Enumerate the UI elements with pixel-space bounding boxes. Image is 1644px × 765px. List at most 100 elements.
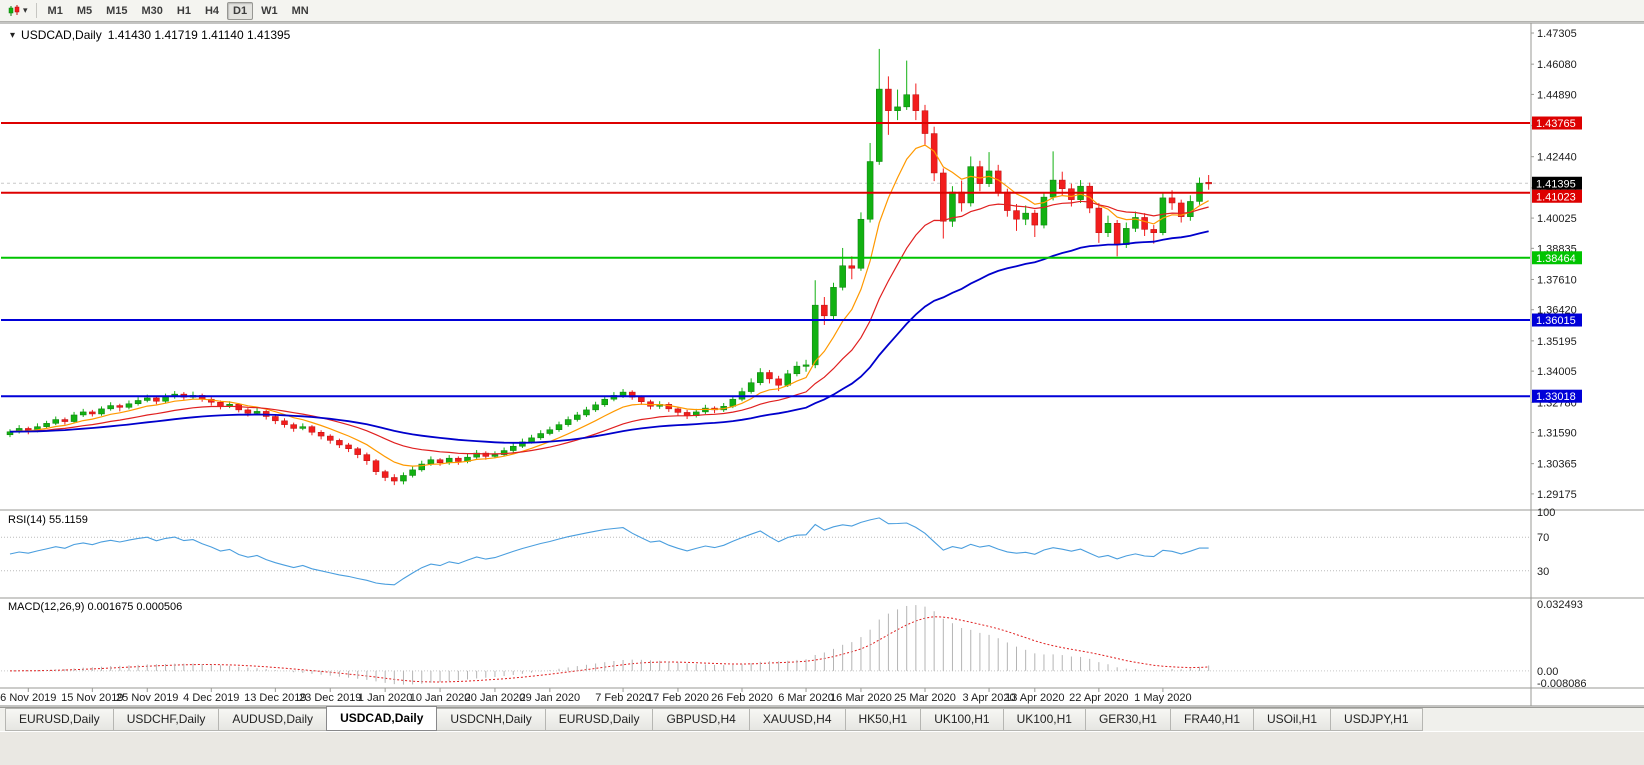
svg-text:1.30365: 1.30365 (1537, 459, 1577, 471)
svg-text:1.33018: 1.33018 (1536, 391, 1576, 403)
svg-text:0.032493: 0.032493 (1537, 599, 1583, 611)
ma-20-line (9, 200, 1209, 455)
timeframe-button-H1[interactable]: H1 (176, 4, 191, 17)
candlestick-series (6, 48, 1212, 486)
svg-text:100: 100 (1537, 507, 1555, 519)
rsi-pane: 100 70 30 (1, 507, 1555, 586)
chart-tab-UK100-H1[interactable]: UK100,H1 (920, 708, 1004, 731)
bottom-filler (0, 732, 1644, 765)
svg-text:17 Feb 2020: 17 Feb 2020 (647, 692, 709, 704)
svg-text:70: 70 (1537, 532, 1549, 544)
svg-text:15 Nov 2019: 15 Nov 2019 (61, 692, 123, 704)
chart-tab-USDCAD-Daily[interactable]: USDCAD,Daily (326, 706, 438, 731)
svg-text:1.47305: 1.47305 (1537, 28, 1577, 40)
chart-ohlc-values: 1.41430 1.41719 1.41140 1.41395 (107, 28, 291, 42)
ma-8-line (9, 144, 1209, 467)
chart-tab-EURUSD-Daily[interactable]: EURUSD,Daily (544, 708, 654, 731)
price-tag (1532, 189, 1582, 203)
svg-text:1.36015: 1.36015 (1536, 315, 1576, 327)
timeframe-button-W1[interactable]: W1 (261, 4, 278, 17)
svg-text:1.35195: 1.35195 (1537, 336, 1577, 348)
timeframe-button-MN[interactable]: MN (291, 4, 309, 17)
svg-text:1.31590: 1.31590 (1537, 428, 1577, 440)
svg-text:13 Apr 2020: 13 Apr 2020 (1005, 692, 1064, 704)
svg-text:6 Mar 2020: 6 Mar 2020 (778, 692, 834, 704)
chevron-down-icon: ▾ (23, 5, 28, 15)
macd-label: MACD(12,26,9) 0.001675 0.000506 (8, 601, 183, 613)
price-tag (1532, 176, 1582, 190)
svg-text:3 Apr 2020: 3 Apr 2020 (962, 692, 1015, 704)
timeframe-button-M1[interactable]: M1 (47, 4, 63, 17)
svg-text:6 Nov 2019: 6 Nov 2019 (0, 692, 56, 704)
chart-type-button[interactable]: ▾ (4, 3, 31, 19)
svg-text:25 Mar 2020: 25 Mar 2020 (894, 692, 956, 704)
svg-text:10 Jan 2020: 10 Jan 2020 (410, 692, 471, 704)
timeframe-button-M5[interactable]: M5 (76, 4, 93, 17)
svg-text:1.41395: 1.41395 (1536, 178, 1576, 190)
chart-tabs: EURUSD,Daily USDCHF,Daily AUDUSD,Daily USDC… (5, 706, 1423, 731)
chart-tab-USDCNH-Daily[interactable]: USDCNH,Daily (436, 708, 546, 731)
chart-tab-UK100-H1[interactable]: UK100,H1 (1002, 708, 1086, 731)
chart-tab-USDCHF-Daily[interactable]: USDCHF,Daily (112, 708, 220, 731)
timeframe-buttons-group: M1 M5 M15 M30 H1 H4 D1 W1 MN (42, 1, 315, 20)
timeframe-button-M15[interactable]: M15 (106, 4, 128, 17)
macd-signal-line (9, 616, 1209, 683)
price-tag (1532, 116, 1582, 130)
chart-tab-USOil-H1[interactable]: USOil,H1 (1253, 708, 1332, 731)
chart-tab-HK50-H1[interactable]: HK50,H1 (844, 708, 922, 731)
rsi-label: RSI(14) 55.1159 (8, 514, 88, 526)
svg-text:1 Jan 2020: 1 Jan 2020 (358, 692, 412, 704)
chart-menu-icon[interactable]: ▾ (10, 29, 16, 41)
svg-text:25 Nov 2019: 25 Nov 2019 (116, 692, 178, 704)
svg-text:4 Dec 2019: 4 Dec 2019 (183, 692, 239, 704)
svg-text:20 Jan 2020: 20 Jan 2020 (465, 692, 526, 704)
chart-tab-AUDUSD-Daily[interactable]: AUDUSD,Daily (218, 708, 328, 731)
price-tag (1532, 313, 1582, 327)
timeframe-button-M30[interactable]: M30 (141, 4, 163, 17)
svg-text:1 May 2020: 1 May 2020 (1134, 692, 1191, 704)
chart-tabs-bar: EURUSD,Daily USDCHF,Daily AUDUSD,Daily USDC… (0, 706, 1644, 731)
rsi-line (9, 517, 1209, 586)
svg-text:1.46080: 1.46080 (1537, 59, 1577, 71)
chart-tab-XAUUSD-H4[interactable]: XAUUSD,H4 (748, 708, 846, 731)
chart-tab-FRA40-H1[interactable]: FRA40,H1 (1169, 708, 1255, 731)
svg-text:-0.008086: -0.008086 (1537, 678, 1587, 690)
svg-text:7 Feb 2020: 7 Feb 2020 (595, 692, 651, 704)
pane-separators (0, 22, 1644, 707)
svg-text:1.43765: 1.43765 (1536, 118, 1576, 130)
svg-text:22 Apr 2020: 22 Apr 2020 (1069, 692, 1128, 704)
svg-text:1.41023: 1.41023 (1536, 191, 1576, 203)
svg-text:30: 30 (1537, 566, 1549, 578)
macd-histogram (18, 605, 1210, 685)
macd-pane: 0.032493 0.00-0.008086 (1, 599, 1587, 690)
chart-tab-GBPUSD-H4[interactable]: GBPUSD,H4 (652, 708, 750, 731)
timeframe-button-H4[interactable]: H4 (204, 4, 220, 17)
svg-text:1.44890: 1.44890 (1537, 89, 1577, 101)
toolbar-separator (35, 3, 37, 18)
svg-text:1.29175: 1.29175 (1537, 489, 1577, 501)
timeframe-button-D1[interactable]: D1 (227, 1, 254, 20)
svg-text:0.00: 0.00 (1537, 666, 1558, 678)
svg-text:26 Feb 2020: 26 Feb 2020 (711, 692, 773, 704)
svg-text:13 Dec 2019: 13 Dec 2019 (244, 692, 306, 704)
ma-45-line (9, 230, 1209, 444)
chart-tab-EURUSD-Daily[interactable]: EURUSD,Daily (5, 708, 114, 731)
svg-text:16 Mar 2020: 16 Mar 2020 (830, 692, 892, 704)
chart-tab-GER30-H1[interactable]: GER30,H1 (1084, 708, 1171, 731)
svg-text:1.42440: 1.42440 (1537, 152, 1577, 164)
timeframe-toolbar: ▾ M1 M5 M15 M30 H1 H4 D1 W1 MN (0, 0, 1644, 22)
svg-text:1.40025: 1.40025 (1537, 213, 1577, 225)
svg-text:1.34005: 1.34005 (1537, 366, 1577, 378)
svg-text:23 Dec 2019: 23 Dec 2019 (299, 692, 361, 704)
candlestick-chart-icon (8, 4, 20, 16)
svg-text:1.37610: 1.37610 (1537, 274, 1577, 286)
chart-symbol-timeframe: USDCAD,Daily (21, 28, 102, 42)
chart-tab-USDJPY-H1[interactable]: USDJPY,H1 (1330, 708, 1423, 731)
svg-text:29 Jan 2020: 29 Jan 2020 (520, 692, 581, 704)
price-tag (1532, 251, 1582, 265)
svg-text:1.38464: 1.38464 (1536, 253, 1576, 265)
price-tag (1532, 389, 1582, 403)
